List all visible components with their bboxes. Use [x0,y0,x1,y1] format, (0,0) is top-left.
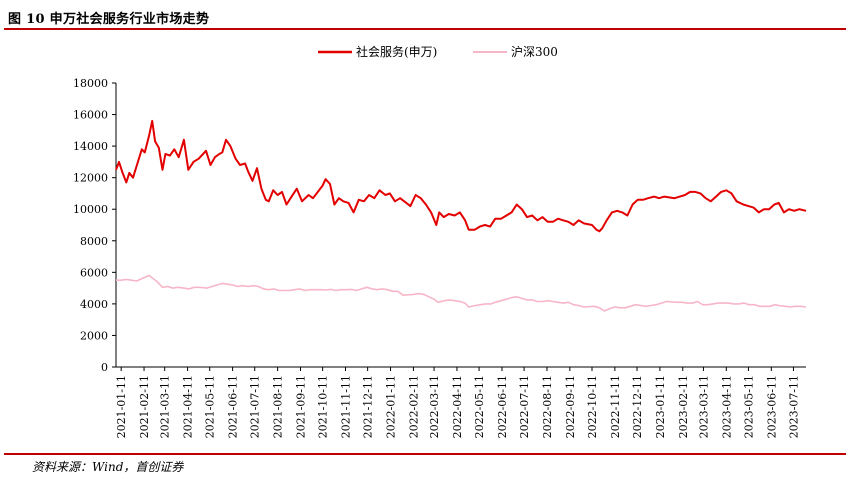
x-tick-label: 2022-03-11 [428,375,441,438]
x-tick-label: 2023-02-11 [677,375,690,438]
legend-label-2: 沪深300 [511,45,558,59]
x-tick-label: 2022-02-11 [407,375,420,438]
y-tick-label: 0 [101,361,108,374]
x-tick-label: 2022-01-11 [385,375,398,438]
bottom-rule [4,453,846,455]
y-tick-label: 6000 [80,266,108,279]
x-tick-label: 2022-06-11 [496,375,509,438]
x-tick-label: 2022-12-11 [631,375,644,438]
x-tick-label: 2023-05-11 [742,375,755,438]
x-tick-label: 2023-03-11 [697,375,710,438]
x-tick-label: 2021-06-11 [227,375,240,438]
x-tick-label: 2023-04-11 [720,375,733,438]
legend: 社会服务(申万) 沪深300 [318,44,558,59]
x-tick-label: 2022-07-11 [518,375,531,438]
x-tick-label: 2022-09-11 [564,375,577,438]
x-tick-label: 2022-05-11 [473,375,486,438]
x-tick-label: 2021-02-11 [138,375,151,438]
x-tick-label: 2023-06-11 [765,375,778,438]
x-tick-label: 2021-09-11 [294,375,307,438]
y-tick-label: 4000 [80,298,108,311]
series-line-1 [115,119,807,233]
x-axis: 2021-01-11 2021-02-11 2021-03-11 2021-04-11… [115,366,806,438]
x-tick-label: 2021-10-11 [317,375,330,438]
x-tick-label: 2021-07-11 [249,375,262,438]
x-tick-label: 2021-11-11 [340,375,353,438]
top-rule [4,28,846,30]
x-tick-label: 2021-12-11 [362,375,375,438]
y-tick-label: 14000 [73,140,108,153]
x-tick-label: 2023-01-11 [654,375,667,438]
x-tick-label: 2022-04-11 [451,375,464,438]
y-tick-label: 10000 [73,203,108,216]
y-tick-label: 2000 [80,329,108,342]
y-tick-label: 8000 [80,235,108,248]
legend-label-1: 社会服务(申万) [356,44,437,59]
figure-title: 图 10 申万社会服务行业市场走势 [8,12,210,27]
plot-series [115,119,807,312]
x-tick-label: 2021-01-11 [115,375,128,438]
x-tick-label: 2022-08-11 [541,375,554,438]
x-tick-label: 2023-07-11 [787,375,800,438]
y-tick-label: 12000 [73,172,108,185]
series-line-2 [116,274,807,312]
source-note: 资料来源：Wind，首创证券 [32,460,184,474]
y-axis: 0 2000 4000 6000 8000 10000 12000 14000 16000 180… [73,77,117,374]
x-tick-label: 2022-10-11 [586,375,599,438]
y-tick-label: 16000 [73,109,108,122]
x-tick-label: 2021-04-11 [182,375,195,438]
x-tick-label: 2021-03-11 [159,375,172,438]
y-tick-label: 18000 [73,77,108,90]
x-tick-label: 2022-11-11 [609,375,622,438]
x-tick-label: 2021-05-11 [204,375,217,438]
x-tick-label: 2021-08-11 [272,375,285,438]
